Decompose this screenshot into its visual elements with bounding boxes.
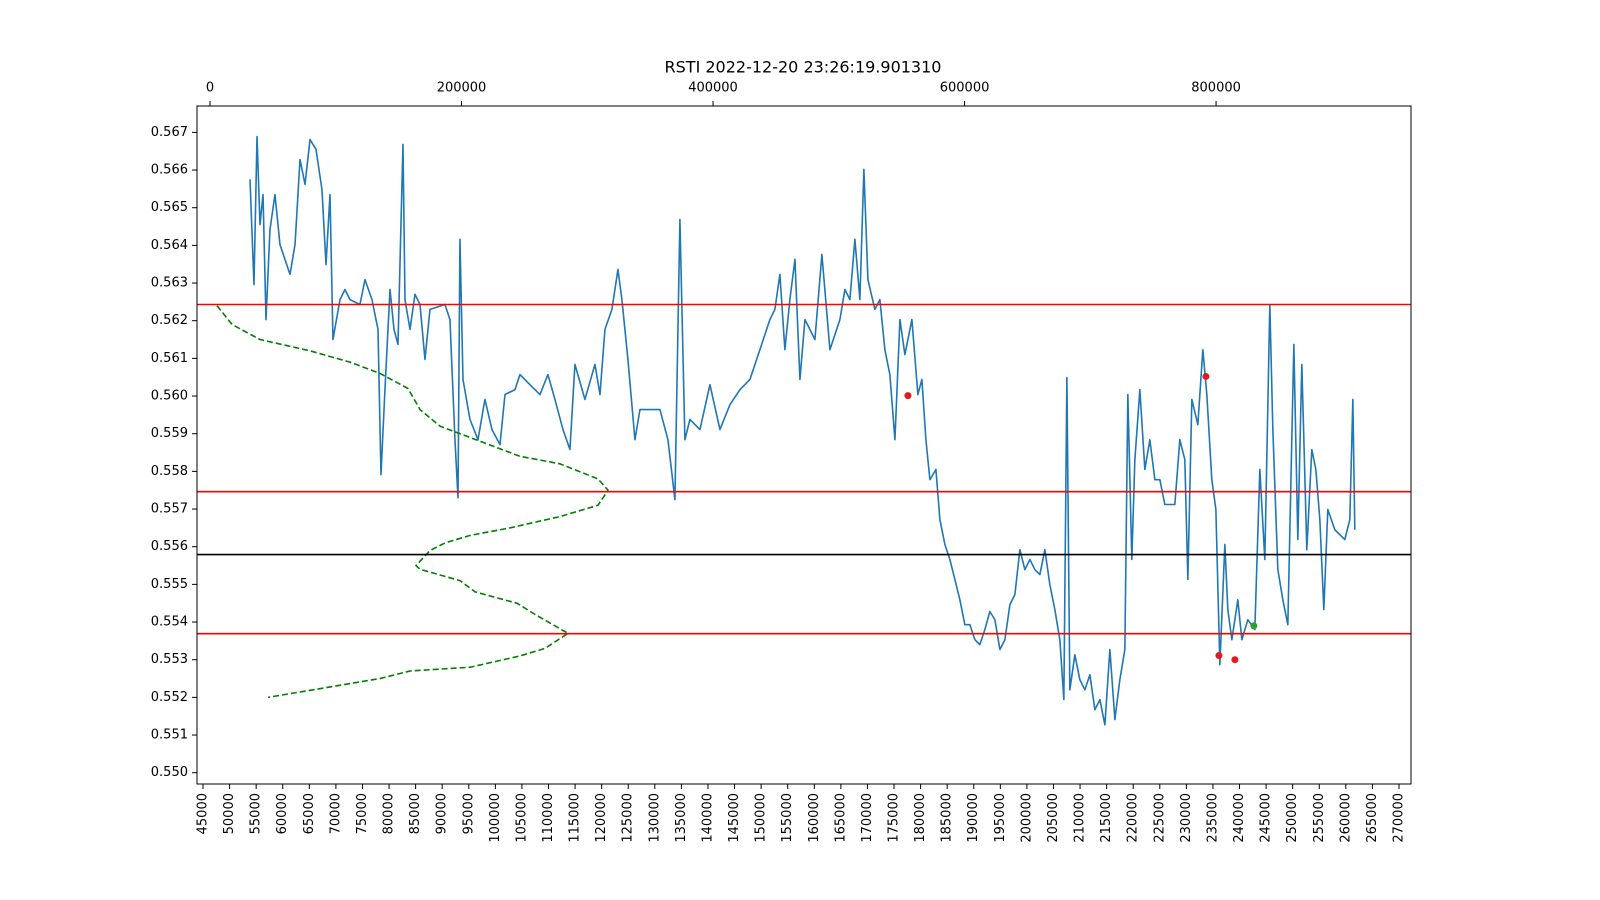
x2-tick-label: 800000 <box>1191 81 1241 96</box>
y-tick-label: 0.555 <box>151 577 188 592</box>
y-tick-label: 0.563 <box>151 276 188 291</box>
y-tick-label: 0.552 <box>151 690 188 705</box>
x-tick-label: 255000 <box>1312 793 1327 843</box>
x-tick-label: 110000 <box>541 793 556 843</box>
x-tick-label: 95000 <box>461 793 476 834</box>
x-tick-label: 105000 <box>514 793 529 843</box>
x-tick-label: 175000 <box>887 793 902 843</box>
x-tick-label: 65000 <box>302 793 317 834</box>
x-tick-label: 60000 <box>275 793 290 834</box>
x2-tick-label: 0 <box>206 81 214 96</box>
x-tick-label: 170000 <box>860 793 875 843</box>
y-tick-label: 0.567 <box>151 125 188 140</box>
x-tick-label: 145000 <box>727 793 742 843</box>
x-tick-label: 75000 <box>355 793 370 834</box>
x-tick-label: 240000 <box>1232 793 1247 843</box>
x-tick-label: 270000 <box>1391 793 1406 843</box>
x-tick-label: 210000 <box>1073 793 1088 843</box>
marker <box>1202 372 1210 380</box>
x-tick-label: 230000 <box>1179 793 1194 843</box>
y-tick-label: 0.556 <box>151 539 188 554</box>
x-tick-label: 180000 <box>913 793 928 843</box>
y-tick-label: 0.565 <box>151 200 188 215</box>
x-tick-label: 195000 <box>993 793 1008 843</box>
y-tick-label: 0.554 <box>151 615 188 630</box>
y-tick-label: 0.558 <box>151 464 188 479</box>
y-tick-label: 0.557 <box>151 502 188 517</box>
marker <box>1231 656 1239 664</box>
x-tick-label: 55000 <box>249 793 264 834</box>
chart-title: RSTI 2022-12-20 23:26:19.901310 <box>665 58 942 77</box>
x-tick-label: 150000 <box>754 793 769 843</box>
x-tick-label: 265000 <box>1365 793 1380 843</box>
x-tick-label: 130000 <box>647 793 662 843</box>
y-tick-label: 0.553 <box>151 652 188 667</box>
y-tick-label: 0.550 <box>151 765 188 780</box>
plot-area <box>197 135 1411 726</box>
x-tick-label: 250000 <box>1285 793 1300 843</box>
x-tick-label: 260000 <box>1338 793 1353 843</box>
x-tick-label: 215000 <box>1099 793 1114 843</box>
y-tick-label: 0.551 <box>151 728 188 743</box>
y-tick-label: 0.566 <box>151 163 188 178</box>
x-tick-label: 125000 <box>621 793 636 843</box>
y-tick-label: 0.562 <box>151 313 188 328</box>
x-tick-label: 70000 <box>328 793 343 834</box>
x-tick-label: 185000 <box>940 793 955 843</box>
x-tick-label: 45000 <box>196 793 211 834</box>
price-line <box>249 135 1356 726</box>
x-tick-label: 225000 <box>1152 793 1167 843</box>
marker <box>1215 652 1223 660</box>
x-tick-label: 220000 <box>1126 793 1141 843</box>
x-tick-label: 120000 <box>594 793 609 843</box>
x2-tick-label: 600000 <box>940 81 990 96</box>
marker <box>904 392 912 400</box>
x-tick-label: 245000 <box>1259 793 1274 843</box>
x-tick-label: 160000 <box>807 793 822 843</box>
y-tick-label: 0.564 <box>151 238 188 253</box>
x2-tick-label: 400000 <box>688 81 738 96</box>
y-tick-label: 0.561 <box>151 351 188 366</box>
x-tick-label: 200000 <box>1019 793 1034 843</box>
x-tick-label: 165000 <box>833 793 848 843</box>
x-tick-label: 100000 <box>488 793 503 843</box>
x-tick-label: 115000 <box>568 793 583 843</box>
x2-tick-label: 200000 <box>437 81 487 96</box>
x-tick-label: 85000 <box>408 793 423 834</box>
x-tick-label: 205000 <box>1046 793 1061 843</box>
y-tick-label: 0.560 <box>151 389 188 404</box>
x-tick-label: 135000 <box>674 793 689 843</box>
marker <box>1250 622 1258 630</box>
x-tick-label: 90000 <box>435 793 450 834</box>
plot-frame <box>196 105 1412 785</box>
x-tick-label: 235000 <box>1205 793 1220 843</box>
x-tick-label: 155000 <box>780 793 795 843</box>
profile-line <box>216 305 609 699</box>
x-tick-label: 50000 <box>222 793 237 834</box>
y-tick-label: 0.559 <box>151 426 188 441</box>
x-tick-label: 190000 <box>966 793 981 843</box>
x-tick-label: 140000 <box>700 793 715 843</box>
x-tick-label: 80000 <box>382 793 397 834</box>
